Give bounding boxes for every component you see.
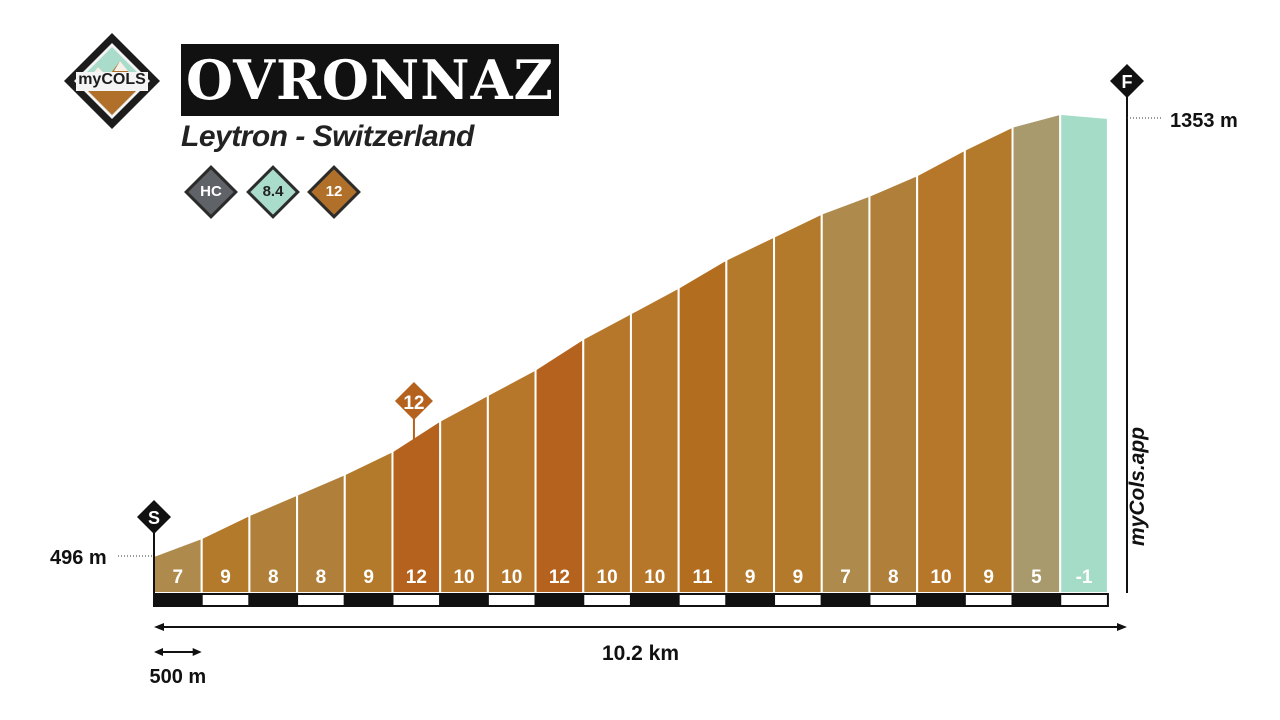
gradient-label: 10 [930, 567, 951, 588]
distance-arrow-left [154, 623, 164, 631]
distance-scale-bar [153, 593, 1109, 607]
segment-bar [868, 173, 919, 594]
scale-bar-block [343, 593, 394, 607]
scale-bar-block [820, 593, 871, 607]
scale-bar-block [868, 593, 919, 607]
gradient-label: 10 [597, 567, 618, 588]
scale-bar-block [963, 593, 1014, 607]
climb-subtitle: Leytron - Switzerland [181, 120, 474, 153]
segment-bars [153, 112, 1109, 594]
scale-bar-block [439, 593, 489, 607]
scale-bar-block [296, 593, 346, 607]
segment-bar [820, 194, 871, 594]
scale-label: 500 m [149, 666, 206, 688]
gradient-label: 10 [644, 567, 665, 588]
scale-bar-block [773, 593, 823, 607]
gradient-labels: 7 9 8 8 9 12 10 10 12 10 10 11 9 9 7 8 10 9 5 -1 [173, 567, 1093, 588]
logo-text: myCOLS [78, 71, 146, 88]
scale-bar-block [200, 593, 251, 607]
scale-bar-block [916, 593, 966, 607]
distance-arrow-right [1117, 623, 1127, 631]
scale-bar-block [677, 593, 728, 607]
segment-bar [677, 257, 728, 594]
gradient-label: 12 [406, 567, 427, 588]
gradient-label: 7 [173, 567, 184, 588]
gradient-label: 9 [983, 567, 994, 588]
segment-bar [773, 211, 823, 594]
gradient-label: 9 [793, 567, 804, 588]
gradient-label: 10 [501, 567, 522, 588]
scale-bar-block [582, 593, 632, 607]
max-gradient-badge: 12 [306, 165, 362, 219]
gradient-label: 9 [745, 567, 756, 588]
gradient-label: 7 [840, 567, 851, 588]
watermark: myCols.app [1126, 426, 1149, 546]
gradient-label: 9 [363, 567, 374, 588]
segment-bar [582, 311, 632, 594]
gradient-label: 5 [1031, 567, 1042, 588]
finish-marker [1110, 64, 1144, 98]
total-distance-label: 10.2 km [602, 642, 679, 665]
max-gradient-marker [394, 382, 433, 420]
finish-marker-label: F [1122, 72, 1133, 92]
gradient-label: -1 [1076, 567, 1093, 588]
scale-arrow-left [154, 648, 163, 656]
start-marker [137, 500, 171, 534]
gradient-label: 8 [268, 567, 279, 588]
annotations: S F 496 m 1353 m 12 10.2 km 500 m [50, 64, 1238, 688]
segment-bar [534, 336, 585, 594]
scale-bar-block [486, 593, 537, 607]
scale-bar-block [725, 593, 776, 607]
climb-title: OVRONNAZ [186, 48, 554, 112]
scale-arrow-right [192, 648, 202, 656]
scale-bar-block [629, 593, 680, 607]
avg-gradient-badge: 8.4 [245, 165, 301, 219]
scale-bar-block [534, 593, 585, 607]
category-badge: HC [183, 165, 239, 219]
scale-bar-block [248, 593, 299, 607]
scale-bar-block [1011, 593, 1062, 607]
segment-bar [1011, 112, 1062, 594]
gradient-label: 10 [453, 567, 474, 588]
segment-bar [629, 286, 680, 594]
segment-bar [1059, 112, 1109, 594]
title-box: OVRONNAZ [181, 44, 559, 116]
segment-bar [916, 148, 966, 594]
gradient-label: 12 [549, 567, 570, 588]
start-elevation-label: 496 m [50, 547, 107, 569]
gradient-label: 8 [888, 567, 899, 588]
gradient-label: 8 [316, 567, 327, 588]
mycols-logo: myCOLS [62, 31, 162, 131]
segment-bar [439, 393, 489, 594]
scale-bar-block [391, 593, 442, 607]
segment-bar [963, 125, 1014, 594]
start-marker-label: S [148, 508, 160, 528]
max-gradient-label: 12 [403, 393, 424, 414]
scale-bar-block [153, 593, 203, 607]
segment-bar [486, 367, 537, 594]
gradient-label: 11 [692, 567, 713, 588]
finish-elevation-label: 1353 m [1170, 110, 1238, 132]
segment-bar [725, 234, 776, 594]
gradient-label: 9 [220, 567, 231, 588]
scale-bar-block [1059, 593, 1109, 607]
